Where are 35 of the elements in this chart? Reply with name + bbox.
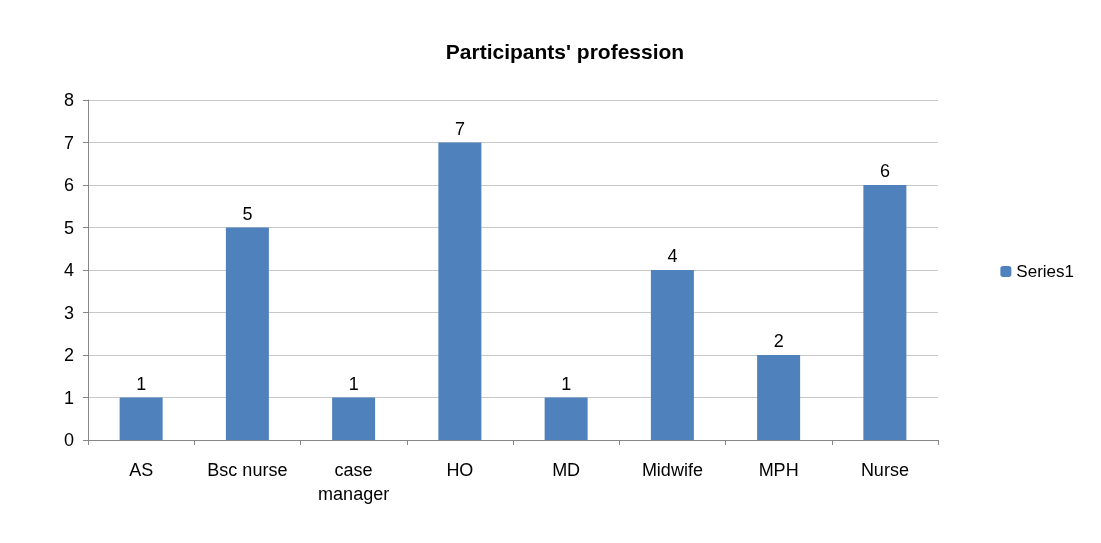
- data-label: 1: [136, 373, 147, 394]
- y-tick-label: 4: [63, 260, 74, 280]
- x-tick-label: MD: [552, 460, 581, 480]
- bar: [332, 397, 376, 440]
- data-label: 1: [348, 373, 359, 394]
- y-tick-label: 6: [63, 175, 74, 195]
- x-tick-label: Nurse: [860, 460, 909, 480]
- y-tick-label: 8: [63, 90, 74, 110]
- x-tick-label: Bsc nurse: [207, 460, 288, 480]
- x-tick-label: Midwife: [641, 460, 703, 480]
- bar: [757, 355, 801, 440]
- y-tick-label: 1: [63, 387, 74, 408]
- chart-title: Participants' profession: [445, 40, 685, 63]
- y-tick-label: 5: [63, 217, 74, 238]
- y-tick-label: 0: [63, 430, 74, 450]
- x-tick-label: MPH: [758, 460, 799, 480]
- legend-label: Series1: [1016, 262, 1074, 281]
- data-label: 4: [667, 246, 678, 266]
- bar: [650, 270, 694, 440]
- bar: [225, 227, 269, 440]
- x-tick-label: HO: [446, 460, 474, 480]
- bar: [544, 397, 588, 440]
- data-label: 6: [879, 161, 890, 181]
- data-label: 5: [242, 203, 253, 224]
- y-tick-label: 3: [63, 302, 74, 323]
- data-label: 2: [773, 331, 784, 351]
- x-tick-label: AS: [129, 460, 154, 480]
- bar: [863, 185, 907, 440]
- bar: [119, 397, 163, 440]
- bar: [438, 142, 482, 440]
- y-tick-label: 7: [63, 132, 74, 153]
- data-label: 1: [561, 373, 572, 394]
- data-label: 7: [454, 118, 465, 139]
- x-tick-label: case manager: [318, 460, 390, 504]
- y-tick-label: 2: [63, 345, 74, 365]
